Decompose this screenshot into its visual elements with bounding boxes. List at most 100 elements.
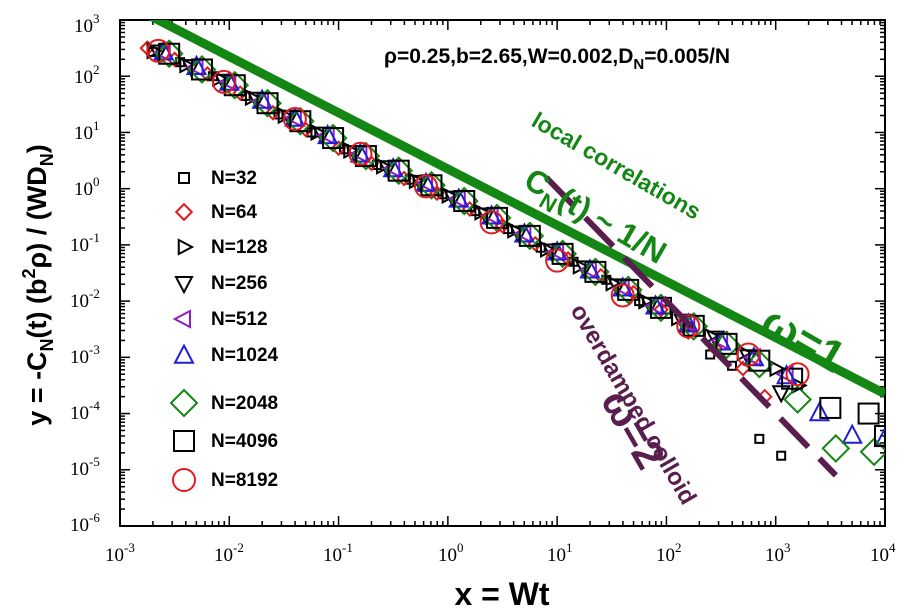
y-tick-label: 100 (74, 174, 100, 200)
data-point (449, 186, 479, 216)
legend-label-n256: N=256 (211, 273, 268, 294)
legend-label-n64: N=64 (211, 202, 257, 223)
data-point (545, 248, 570, 273)
data-point (220, 70, 250, 100)
data-point (387, 159, 410, 182)
annotations: local correlations CN(t) ~ 1/N ω=1 overd… (519, 107, 854, 510)
data-point (354, 145, 377, 168)
data-point (819, 396, 842, 419)
data-point (256, 92, 279, 115)
x-axis-title: x = Wt (454, 576, 549, 611)
data-point (351, 141, 381, 171)
data-point (289, 110, 312, 133)
series-n8192 (146, 38, 810, 387)
data-point (322, 127, 345, 150)
x-tick-label: 100 (438, 540, 464, 566)
data-point (874, 426, 885, 447)
data-markers (139, 38, 885, 467)
data-point (146, 38, 171, 63)
x-tick-label: 102 (656, 540, 682, 566)
data-point (318, 123, 348, 153)
data-point (285, 106, 315, 136)
data-point (417, 170, 446, 200)
fit-lines (148, 20, 885, 478)
y-tick-label: 10-2 (70, 286, 100, 312)
legend-label-n1024: N=1024 (211, 345, 279, 366)
x-tick-label: 10-2 (214, 540, 244, 566)
legend-label-n512: N=512 (211, 309, 268, 330)
x-tick-label: 101 (547, 540, 573, 566)
legend-symbol (178, 172, 190, 184)
data-point (414, 174, 438, 199)
data-point (715, 332, 738, 355)
legend-symbol (173, 430, 195, 452)
x-tick-label: 104 (870, 540, 896, 566)
y-tick-label: 10-5 (70, 454, 100, 480)
data-point (736, 342, 761, 367)
plot-frame (119, 19, 886, 527)
data-point (859, 437, 885, 467)
y-tick-label: 101 (74, 118, 100, 144)
data-point (515, 221, 545, 251)
data-point (776, 450, 787, 461)
data-point (754, 433, 765, 444)
legend-symbol (172, 309, 191, 329)
data-point (783, 385, 812, 414)
data-point (617, 278, 640, 301)
legend-symbols (169, 172, 199, 492)
data-point (348, 141, 373, 166)
legend-label-n32: N=32 (211, 168, 257, 189)
parameter-text: ρ=0.25,b=2.65,W=0.002,DN=0.005/N (384, 45, 730, 73)
legend-symbol (177, 238, 195, 256)
data-point (223, 74, 246, 97)
y-tick-label: 103 (74, 11, 100, 37)
data-point (841, 423, 863, 444)
data-point (769, 359, 786, 378)
legend-symbol (172, 468, 196, 492)
series-n2048 (154, 39, 885, 467)
y-tick-labels: 103 102 101 100 10-1 10-2 10-3 10-4 10-5… (70, 11, 100, 536)
legend-label-n2048: N=2048 (211, 393, 278, 414)
data-point (580, 257, 610, 287)
data-point (676, 314, 701, 339)
y-tick-label: 10-6 (70, 510, 100, 536)
data-point (282, 106, 307, 131)
legend-symbol (174, 202, 194, 222)
data-point (712, 330, 741, 360)
data-point (857, 402, 880, 425)
omega-2-overdamped-line (544, 175, 838, 478)
data-point (486, 206, 509, 229)
legend: N=32 N=64 N=128 N=256 N=512 N=1024 N=204… (169, 168, 279, 492)
data-point (653, 301, 669, 318)
legend-symbol (173, 343, 195, 364)
data-point (253, 88, 282, 118)
data-point (821, 433, 851, 463)
y-tick-label: 102 (74, 62, 100, 88)
x-tick-labels: 10-3 10-2 10-1 100 101 102 103 104 (105, 540, 896, 566)
x-tick-label: 103 (765, 540, 791, 566)
omega-1-fit-line (148, 20, 885, 398)
y-axis-title: y = -CN(t) (b2ρ) / (WDN) (19, 144, 57, 425)
data-point (584, 260, 607, 283)
data-point (744, 349, 774, 379)
legend-label-n4096: N=4096 (211, 431, 278, 452)
data-point (283, 108, 302, 128)
legend-label-n128: N=128 (211, 237, 268, 258)
x-tick-label: 10-1 (323, 540, 353, 566)
axis-ticks (119, 19, 886, 527)
data-point (551, 242, 574, 265)
data-point (154, 39, 184, 69)
data-point (874, 425, 885, 448)
data-point (187, 55, 217, 84)
legend-symbol (174, 276, 194, 295)
data-point (384, 156, 414, 186)
data-point (808, 401, 831, 422)
data-point (211, 69, 236, 94)
data-point (785, 362, 810, 387)
data-point (479, 210, 504, 235)
data-point (610, 283, 635, 308)
data-point (518, 224, 541, 247)
data-point (453, 190, 476, 213)
data-point (781, 367, 804, 390)
